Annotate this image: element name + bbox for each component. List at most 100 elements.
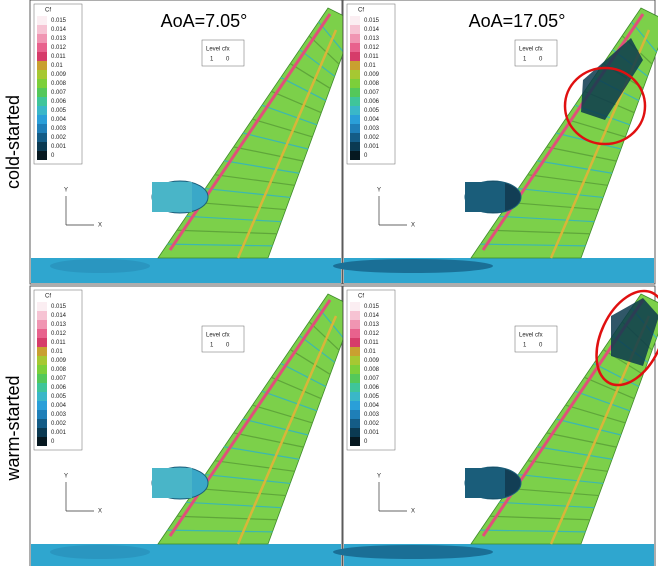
legend-swatch [350,133,360,142]
legend-swatch [350,142,360,151]
legend-swatch [37,374,47,383]
legend-level: 0.014 [51,313,67,319]
legend-swatch [37,61,47,70]
nacelle-body [152,182,192,212]
legend-level: 0.002 [364,135,380,141]
triad-x-label: X [98,509,102,515]
triad-x-label: X [411,223,415,229]
triad-y-label: Y [377,474,381,480]
legend-level: 0.004 [51,117,67,123]
legend-swatch [37,311,47,320]
legend-level: 0.01 [51,349,63,355]
legend-level: 0.008 [51,81,67,87]
legend-swatch [350,437,360,446]
legend-level: 0.001 [51,430,67,436]
legend-level: 0.006 [364,99,380,105]
legend-swatch [37,365,47,374]
legend-level: 0.014 [364,27,380,33]
legend-swatch [350,347,360,356]
legend-level: 0.013 [51,36,67,42]
legend-level: 0.001 [364,144,380,150]
nacelle-body [152,468,192,498]
legend-level: 0.009 [364,72,380,78]
legend-swatch [37,151,47,160]
legend-level: 0.013 [364,322,380,328]
panel: Cf0.0150.0140.0130.0120.0110.010.0090.00… [333,280,658,566]
legend-title: Cf [358,8,364,14]
legend-swatch [37,79,47,88]
row-label: cold-started [3,95,23,189]
column-title: AoA=17.05° [469,11,566,31]
legend-level: 0.001 [364,430,380,436]
legend-swatch [350,365,360,374]
legend-level: 0.005 [364,394,380,400]
legend-swatch [37,437,47,446]
legend-level: 0.014 [364,313,380,319]
legend-level: 0.012 [364,331,380,337]
legend-level: 0.005 [364,108,380,114]
level-box [515,326,557,352]
legend-swatch [37,347,47,356]
legend-level: 0.006 [364,385,380,391]
legend-swatch [37,383,47,392]
legend-swatch [37,70,47,79]
legend-level: 0.003 [51,126,67,132]
legend-level: 0.015 [364,304,380,310]
legend-swatch [350,34,360,43]
legend-swatch [350,115,360,124]
legend-swatch [350,329,360,338]
legend-swatch [350,151,360,160]
legend-swatch [350,79,360,88]
legend-level: 0.012 [51,45,67,51]
legend-swatch [37,43,47,52]
legend-level: 0.013 [51,322,67,328]
legend-swatch [37,34,47,43]
legend-level: 0.003 [364,126,380,132]
legend-swatch [350,320,360,329]
triad-x-label: X [98,223,102,229]
legend-swatch [37,115,47,124]
legend-level: 0.011 [51,54,66,60]
legend-swatch [37,428,47,437]
legend-level: 0.003 [51,412,67,418]
legend-swatch [350,311,360,320]
ground-shade [333,259,493,273]
panel: Cf0.0150.0140.0130.0120.0110.010.0090.00… [333,0,658,284]
legend-swatch [37,124,47,133]
legend-swatch [37,410,47,419]
legend-swatch [37,133,47,142]
legend-swatch [37,302,47,311]
legend-level: 0.011 [364,54,379,60]
legend-swatch [37,97,47,106]
row-label: warm-started [3,375,23,481]
legend-level: 0.004 [364,117,380,123]
legend-swatch [350,16,360,25]
legend-level: 0.01 [364,63,376,69]
triad-x-label: X [411,509,415,515]
level-title: Level cfx [206,47,230,53]
legend-swatch [350,97,360,106]
nacelle-body [465,468,505,498]
level-box [202,326,244,352]
legend-swatch [350,70,360,79]
legend-level: 0.009 [51,358,67,364]
legend-level: 0.014 [51,27,67,33]
legend-swatch [350,61,360,70]
legend-level: 0.002 [51,135,67,141]
legend-swatch [350,419,360,428]
legend-swatch [37,338,47,347]
legend-swatch [350,401,360,410]
level-title: Level cfx [206,333,230,339]
legend-level: 0.006 [51,385,67,391]
legend-level: 0.015 [51,18,67,24]
panel: Cf0.0150.0140.0130.0120.0110.010.0090.00… [30,0,348,284]
legend-level: 0.008 [364,81,380,87]
legend-level: 0.005 [51,394,67,400]
triad-y-label: Y [64,474,68,480]
legend-level: 0.013 [364,36,380,42]
legend-swatch [350,410,360,419]
legend-level: 0.001 [51,144,67,150]
legend-title: Cf [45,294,51,300]
legend-swatch [37,320,47,329]
legend-level: 0.012 [364,45,380,51]
